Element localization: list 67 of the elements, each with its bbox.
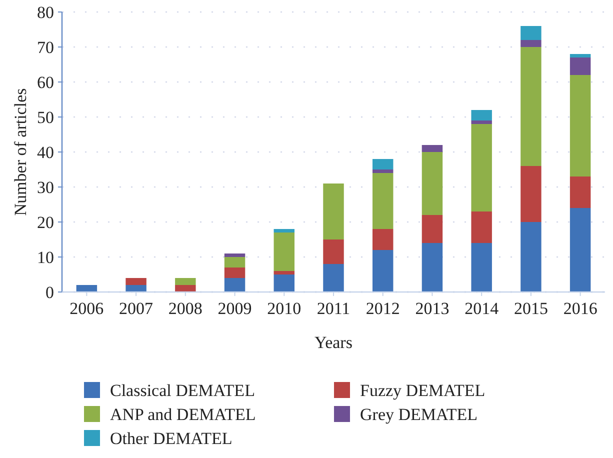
bar — [224, 257, 246, 268]
x-tick-label: 2012 — [366, 299, 400, 318]
bar — [372, 173, 394, 229]
x-tick-label: 2007 — [119, 299, 154, 318]
bar — [323, 264, 344, 292]
bar — [175, 285, 196, 292]
x-tick-label: 2008 — [168, 299, 202, 318]
bar — [126, 278, 146, 285]
bar — [520, 222, 542, 292]
x-tick-label: 2010 — [267, 299, 302, 318]
bar — [372, 170, 394, 173]
x-tick-label: 2015 — [514, 299, 548, 318]
x-tick-label: 2011 — [316, 299, 350, 318]
bar — [520, 47, 542, 166]
y-tick-label: 70 — [37, 38, 54, 57]
bar — [422, 145, 443, 152]
bar — [224, 254, 246, 257]
bar — [570, 54, 591, 58]
bar — [274, 232, 295, 271]
bar — [175, 278, 196, 285]
bar — [471, 212, 492, 243]
x-tick-label: 2014 — [464, 299, 500, 318]
legend-label: Grey DEMATEL — [360, 404, 478, 424]
bar — [471, 124, 492, 212]
legend-label: ANP and DEMATEL — [110, 404, 256, 424]
bar — [471, 110, 492, 120]
bar — [274, 274, 295, 292]
y-tick-label: 50 — [37, 108, 54, 127]
bar — [224, 278, 246, 292]
bar — [372, 159, 394, 170]
legend-label: Other DEMATEL — [110, 428, 232, 448]
y-tick-label: 80 — [37, 2, 54, 22]
x-axis-title: Years — [314, 333, 352, 352]
bar — [323, 240, 344, 264]
bar — [520, 26, 542, 40]
bar — [471, 243, 492, 292]
bar — [422, 243, 443, 292]
bar — [372, 229, 394, 250]
legend-label: Classical DEMATEL — [110, 380, 255, 400]
y-axis-title: Number of articles — [11, 88, 30, 216]
bar — [274, 271, 295, 274]
bar — [520, 166, 542, 222]
bar — [520, 40, 542, 47]
bar — [372, 250, 394, 292]
bar — [570, 75, 591, 176]
y-tick-label: 20 — [37, 212, 54, 232]
bar — [422, 152, 443, 215]
x-tick-label: 2009 — [218, 299, 252, 318]
bar — [422, 215, 443, 243]
x-tick-label: 2016 — [563, 299, 598, 318]
bar — [570, 208, 591, 292]
y-tick-label: 10 — [37, 248, 54, 267]
x-tick-label: 2013 — [415, 299, 450, 318]
bar — [274, 229, 295, 232]
x-tick-label: 2006 — [70, 299, 104, 318]
y-tick-label: 0 — [46, 282, 54, 302]
bar — [126, 285, 146, 292]
bar — [471, 120, 492, 124]
y-tick-label: 60 — [37, 72, 54, 92]
y-tick-label: 40 — [37, 142, 54, 162]
bar — [224, 268, 246, 278]
bar — [570, 176, 591, 208]
legend-label: Fuzzy DEMATEL — [360, 380, 486, 400]
bar — [323, 184, 344, 240]
y-tick-label: 30 — [37, 178, 54, 197]
bar — [570, 58, 591, 75]
bar — [76, 285, 98, 292]
